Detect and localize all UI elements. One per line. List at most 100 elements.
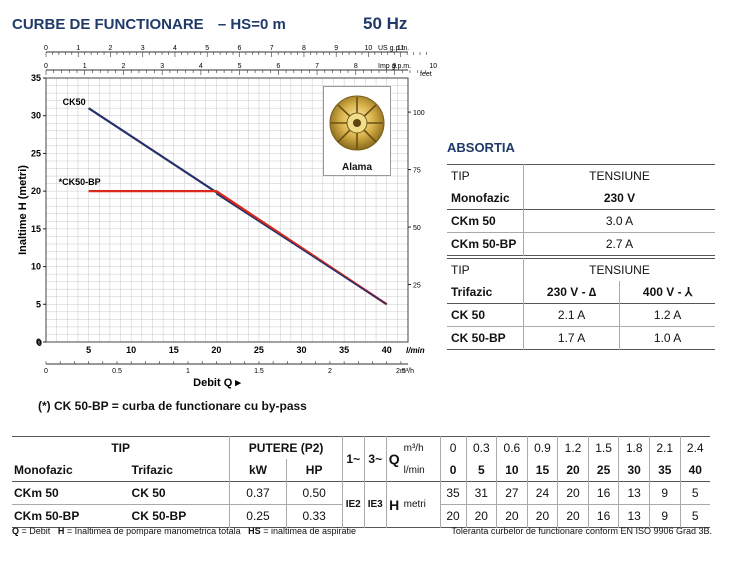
h-cell: 9 [648, 504, 681, 528]
unit-m3h: m³/h [403, 442, 424, 454]
y-tick-label: 30 [31, 111, 41, 121]
m3h-cell: 2.4 [679, 436, 710, 459]
tri-voltage-star: 400 V - ⅄ [619, 281, 715, 304]
plot-frame [45, 77, 409, 343]
col-phase-1: 1~ [341, 436, 365, 482]
top-tick-label: 6 [238, 45, 242, 52]
row-mono-name: CKm 50 [14, 486, 59, 500]
x-tick-label: 20 [211, 345, 221, 355]
curve-ck50-overlay [215, 193, 388, 305]
x2-tick-label: 1.5 [254, 368, 264, 375]
tri-row-name: CK 50 [451, 308, 486, 322]
x-tick-label: 25 [254, 345, 264, 355]
top-tick-label: 11 [397, 45, 404, 52]
h-cell: 20 [439, 504, 466, 528]
y-tick-label: 20 [31, 186, 41, 196]
top-axis-unit: Imp g.p.m. [378, 63, 411, 70]
h-cell: 20 [557, 504, 589, 528]
x-axis-title: Debit Q ▸ [193, 377, 241, 389]
h-cell: 20 [557, 481, 589, 505]
x2-tick-label: 2.5 [396, 368, 406, 375]
row-tri-name: CK 50-BP [131, 509, 187, 523]
h-cell: 16 [587, 504, 619, 528]
col-kw: kW [229, 459, 287, 482]
x2-unit: m³/h [400, 368, 414, 375]
m3h-cell: 0.6 [496, 436, 528, 459]
top-tick-label: 10 [429, 63, 437, 70]
chart-curves [87, 107, 388, 306]
tri-voltage-delta: 230 V - ∆ [522, 281, 620, 304]
lmin-cell: 35 [648, 459, 681, 482]
x-tick-label: 15 [169, 345, 179, 355]
row-hp: 0.50 [285, 481, 343, 505]
legend-hs-desc: = inaltimea de aspiratie [260, 526, 356, 536]
top-tick-label: 8 [302, 45, 306, 52]
h-cell: 20 [465, 504, 497, 528]
tri-tensiune-label: TENSIUNE [523, 258, 715, 281]
m3h-cell: 1.2 [557, 436, 589, 459]
legend-h-desc: = Inaltimea de pompare manometrica total… [64, 526, 241, 536]
row-kw: 0.25 [229, 504, 287, 528]
yr-unit: feet [420, 71, 432, 78]
top-axis-unit: US g.p.m. [378, 45, 409, 52]
top-tick-label: 1 [76, 45, 80, 52]
mono-tensiune-label: TENSIUNE [523, 164, 715, 187]
x-unit: l/min [406, 346, 425, 355]
m3h-cell: 0.3 [465, 436, 497, 459]
origin-label: 0 [37, 338, 42, 348]
yr-tick-label: 50 [413, 225, 421, 232]
h-cell: 20 [496, 504, 528, 528]
y-axis-title: Inaltime H (metri) [17, 165, 29, 255]
y-tick-label: 35 [31, 73, 41, 83]
top-tick-label: 10 [365, 45, 373, 52]
lmin-cell: 40 [679, 459, 710, 482]
x-tick-label: 30 [297, 345, 307, 355]
absortia-title: ABSORTIA [447, 140, 515, 155]
h-cell: 24 [526, 481, 558, 505]
tri-row-value: 1.7 A [522, 326, 620, 350]
absortia-mono-table: TIP TENSIUNE Monofazic 230 V CKm 50 3.0 … [447, 164, 715, 256]
ie2-label: IE2 [341, 481, 365, 528]
legend-hs: HS [248, 526, 261, 536]
chart-axes [43, 51, 427, 365]
h-cell: 35 [439, 481, 466, 505]
x2-tick-label: 0 [44, 368, 48, 375]
x-tick-label: 35 [339, 345, 349, 355]
tri-col-label: Trifazic [451, 285, 493, 299]
h-cell: 31 [465, 481, 497, 505]
h-cell: 13 [618, 504, 650, 528]
mono-col-label: Monofazic [451, 191, 510, 205]
h-cell: 9 [648, 481, 681, 505]
lmin-cell: 15 [526, 459, 558, 482]
mono-row-name: CKm 50 [451, 214, 496, 228]
series-label-ck50bp: *CK50-BP [59, 177, 101, 187]
footnote: (*) CK 50-BP = curba de functionare cu b… [38, 399, 307, 413]
frequency-label: 50 Hz [363, 14, 408, 33]
h-cell: 5 [679, 481, 710, 505]
material-label: Alama [341, 162, 372, 173]
yr-tick-label: 25 [413, 283, 421, 290]
subtitle-text: – HS=0 m [217, 16, 286, 33]
tri-row-value: 2.1 A [522, 303, 620, 327]
unit-lmin: l/min [403, 464, 425, 476]
top-tick-label: 2 [121, 63, 125, 70]
row-mono-name: CKm 50-BP [14, 509, 80, 523]
tri-row-name: CK 50-BP [451, 331, 506, 345]
x-tick-label: 40 [382, 345, 392, 355]
y-tick-label: 25 [31, 148, 41, 158]
legend-q-desc: = Debit [19, 526, 51, 536]
h-cell: 5 [679, 504, 710, 528]
performance-table: TIP PUTERE (P2) 1~ 3~ Q m³/h 0 0.3 0.6 0… [12, 436, 710, 528]
mono-row-name: CKm 50-BP [451, 237, 517, 251]
top-tick-label: 8 [354, 63, 358, 70]
tri-row-value: 1.0 A [619, 326, 715, 350]
row-hp: 0.33 [285, 504, 343, 528]
x-tick-label: 5 [86, 345, 91, 355]
mono-voltage: 230 V [523, 187, 715, 210]
lmin-cell: 5 [465, 459, 497, 482]
col-putere: PUTERE (P2) [229, 436, 343, 459]
top-tick-label: 9 [334, 45, 338, 52]
lmin-cell: 0 [439, 459, 466, 482]
